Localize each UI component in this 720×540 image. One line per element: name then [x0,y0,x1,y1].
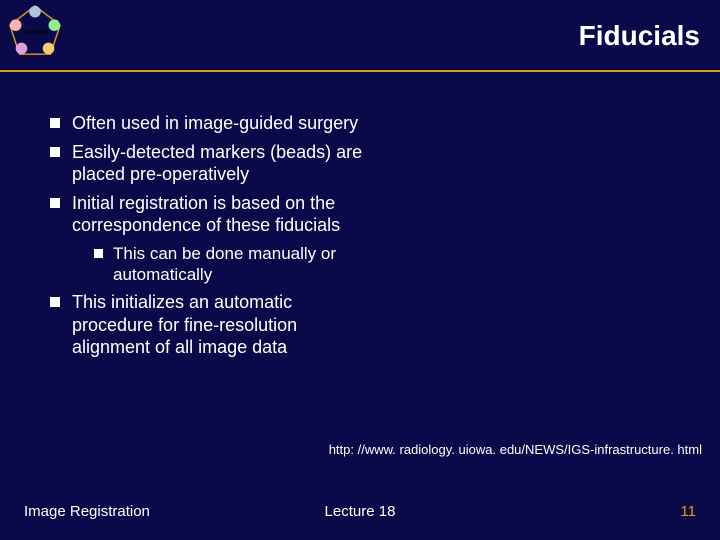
svg-text:GenSSIS: GenSSIS [23,30,48,36]
bullet-text: Easily-detected markers (beads) are plac… [72,141,370,186]
slide-body: Often used in image-guided surgery Easil… [0,72,400,375]
bullet-item: Initial registration is based on the cor… [50,192,370,237]
bullet-text: Initial registration is based on the cor… [72,192,370,237]
sub-bullet-item: This can be done manually or automatical… [94,243,370,286]
bullet-text: This can be done manually or automatical… [113,243,370,286]
bullet-text: This initializes an automatic procedure … [72,291,370,359]
bullet-item: This initializes an automatic procedure … [50,291,370,359]
bullet-item: Often used in image-guided surgery [50,112,370,135]
bullet-text: Often used in image-guided surgery [72,112,358,135]
source-url: http: //www. radiology. uiowa. edu/NEWS/… [329,442,702,457]
bullet-marker-icon [94,249,103,258]
bullet-marker-icon [50,297,60,307]
slide-header: GenSSIS Fiducials [0,0,720,72]
logo-icon: GenSSIS [6,2,64,60]
slide-title: Fiducials [579,20,700,52]
bullet-marker-icon [50,118,60,128]
page-number: 11 [680,503,696,520]
bullet-item: Easily-detected markers (beads) are plac… [50,141,370,186]
bullet-marker-icon [50,198,60,208]
footer-center-text: Lecture 18 [0,503,720,520]
bullet-marker-icon [50,147,60,157]
